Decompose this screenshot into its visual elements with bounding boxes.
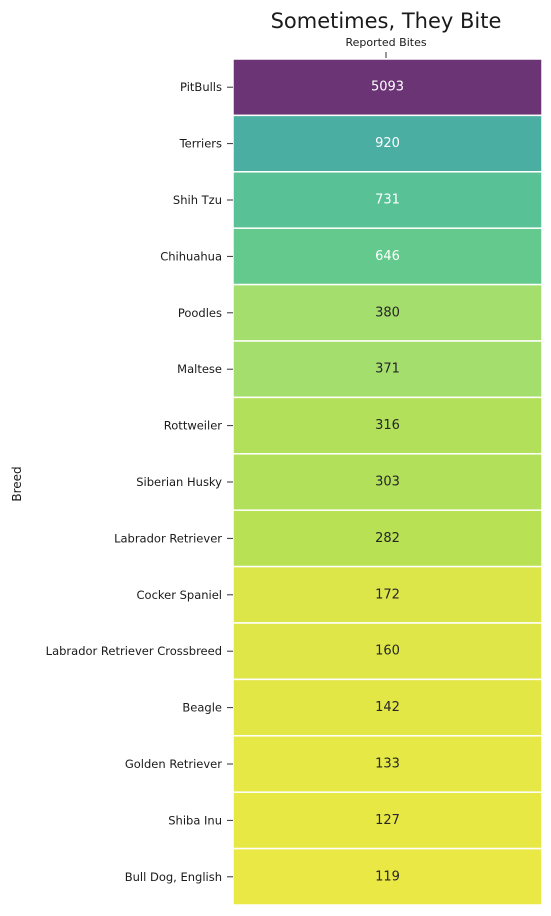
cell-value-label: 160: [375, 644, 400, 659]
y-tick-label: Poodles: [178, 306, 222, 320]
y-tick-label: PitBulls: [180, 80, 222, 94]
heatmap-cell: [232, 340, 543, 399]
heatmap-cell: [232, 114, 543, 173]
heatmap-cell: [232, 565, 543, 624]
cell-value-label: 142: [375, 700, 400, 715]
y-tick-label: Bull Dog, English: [125, 870, 222, 884]
y-tick-label: Maltese: [177, 362, 222, 376]
y-tick-label: Golden Retriever: [125, 757, 222, 771]
cell-value-label: 119: [375, 869, 400, 884]
heatmap-cell: [232, 171, 543, 229]
cell-value-label: 282: [375, 531, 400, 546]
cell-value-label: 731: [375, 193, 400, 208]
chart-title: Sometimes, They Bite: [271, 9, 502, 33]
heatmap-cells: 5093 PitBulls 920 Terriers 731 Shih Tzu 646 Chi…: [46, 58, 543, 906]
cell-value-label: 172: [375, 587, 400, 602]
heatmap-cell: [232, 283, 543, 342]
cell-value-label: 133: [375, 757, 400, 772]
y-tick-label: Labrador Retriever: [114, 531, 222, 545]
heatmap-cell: [232, 678, 543, 737]
heatmap-cell: [232, 847, 543, 906]
y-tick-label: Beagle: [182, 701, 222, 715]
y-axis-label: Breed: [10, 466, 24, 501]
cell-value-label: 5093: [371, 80, 404, 95]
heatmap-cell: [232, 396, 543, 455]
y-tick-label: Labrador Retriever Crossbreed: [46, 644, 222, 658]
cell-value-label: 127: [375, 813, 400, 828]
heatmap-cell: [232, 453, 543, 511]
y-tick-label: Shih Tzu: [173, 193, 222, 207]
y-tick-label: Siberian Husky: [136, 475, 222, 489]
y-tick-label: Chihuahua: [160, 249, 222, 263]
cell-value-label: 646: [375, 249, 400, 264]
column-label: Reported Bites: [345, 36, 426, 49]
cell-value-label: 303: [375, 475, 400, 490]
y-tick-label: Terriers: [179, 137, 222, 151]
cell-value-label: 920: [375, 136, 400, 151]
y-tick-label: Rottweiler: [164, 419, 222, 433]
y-tick-label: Shiba Inu: [168, 813, 222, 827]
cell-value-label: 371: [375, 362, 400, 377]
heatmap-cell: [232, 622, 543, 681]
y-tick-label: Cocker Spaniel: [137, 588, 223, 602]
cell-value-label: 380: [375, 305, 400, 320]
cell-value-label: 316: [375, 418, 400, 433]
